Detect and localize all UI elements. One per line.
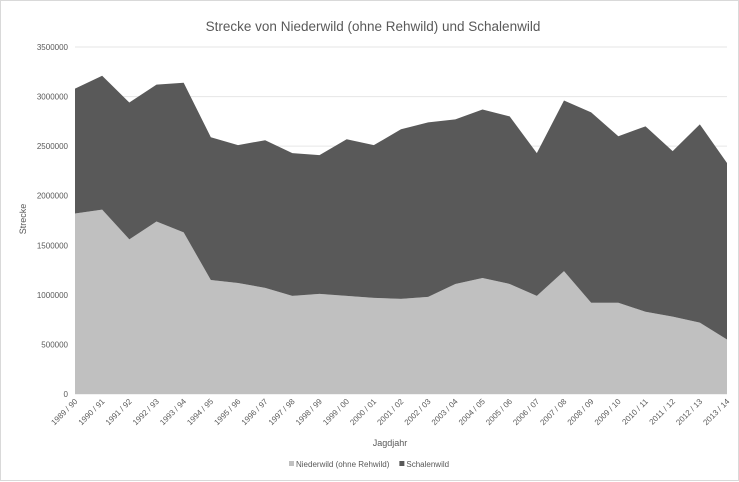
area-series-0 (75, 209, 727, 394)
legend: Niederwild (ohne Rehwild) Schalenwild (289, 460, 449, 469)
x-tick-label: 2002 / 03 (403, 397, 433, 427)
y-axis-label: Strecke (18, 204, 28, 235)
y-tick-label: 3500000 (37, 43, 69, 52)
x-tick-label: 2008 / 09 (566, 397, 596, 427)
y-tick-label: 2500000 (37, 142, 69, 151)
x-tick-label: 2000 / 01 (348, 397, 378, 427)
x-tick-label: 2009 / 10 (593, 397, 623, 427)
x-tick-label: 2011 / 12 (648, 397, 678, 427)
x-tick-label: 2006 / 07 (511, 397, 541, 427)
x-tick-label: 1997 / 98 (267, 397, 297, 427)
legend-label-1: Schalenwild (406, 460, 449, 469)
y-tick-label: 2000000 (37, 192, 69, 201)
x-tick-label: 2004 / 05 (457, 397, 487, 427)
x-tick-label: 2013 / 14 (701, 397, 731, 427)
y-tick-label: 500000 (41, 340, 68, 349)
x-tick-label: 2012 / 13 (674, 397, 704, 427)
x-tick-label: 1992 / 93 (131, 397, 161, 427)
x-tick-label: 1989 / 90 (49, 397, 79, 427)
x-tick-label: 1995 / 96 (212, 397, 242, 427)
y-tick-label: 1000000 (37, 291, 69, 300)
x-tick-label: 2005 / 06 (484, 397, 514, 427)
x-axis-label: Jagdjahr (373, 438, 408, 448)
x-tick-label: 2007 / 08 (538, 397, 568, 427)
area-series-1 (75, 75, 727, 340)
x-tick-label: 1990 / 91 (77, 397, 107, 427)
x-tick-label: 1994 / 95 (185, 397, 215, 427)
legend-swatch-1 (399, 461, 405, 466)
chart-title: Strecke von Niederwild (ohne Rehwild) un… (206, 19, 541, 34)
area-layer (75, 75, 727, 394)
x-tick-label: 1999 / 00 (321, 397, 351, 427)
x-tick-label: 1991 / 92 (104, 397, 134, 427)
legend-swatch-0 (289, 461, 294, 466)
x-tick-label: 2010 / 11 (620, 397, 650, 427)
y-tick-label: 1500000 (37, 241, 69, 250)
y-tick-label: 0 (64, 390, 69, 399)
y-axis-ticks: 0 500000 1000000 1500000 2000000 2500000 30000… (37, 43, 69, 399)
x-tick-label: 1996 / 97 (240, 397, 270, 427)
x-tick-label: 2003 / 04 (430, 397, 460, 427)
x-tick-label: 2001 / 02 (375, 397, 405, 427)
legend-label-0: Niederwild (ohne Rehwild) (296, 460, 390, 469)
y-tick-label: 3000000 (37, 93, 69, 102)
x-tick-label: 1993 / 94 (158, 397, 188, 427)
x-tick-label: 1998 / 99 (294, 397, 324, 427)
